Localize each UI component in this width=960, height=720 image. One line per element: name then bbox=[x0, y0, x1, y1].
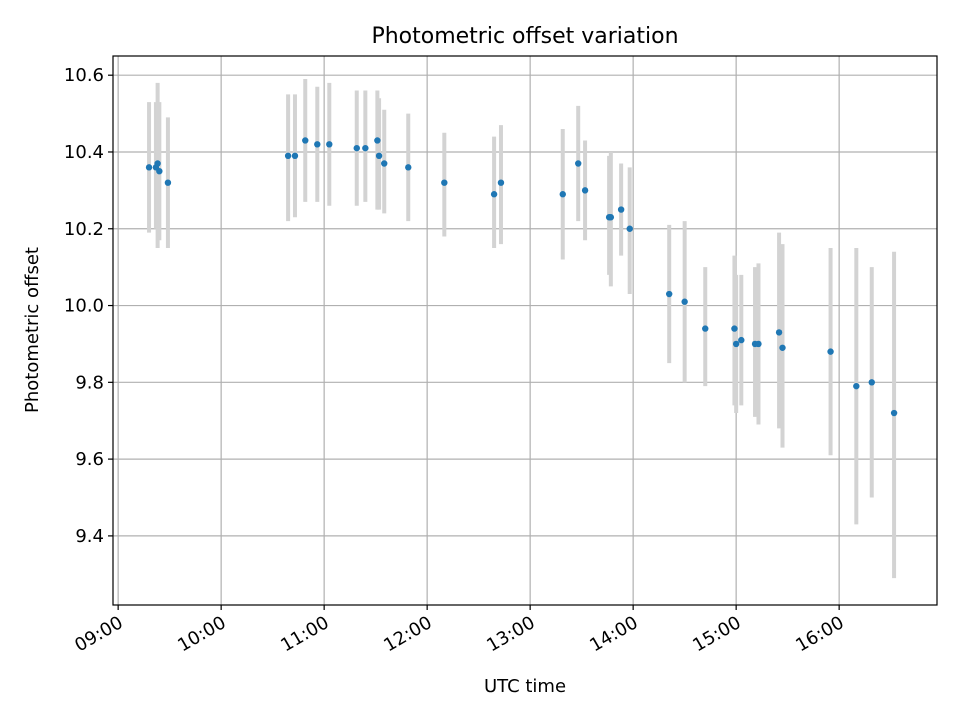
data-point bbox=[154, 160, 161, 167]
data-point bbox=[779, 344, 786, 351]
data-point bbox=[702, 325, 709, 332]
data-point bbox=[145, 164, 153, 171]
x-axis-ticks: 09:00 10:00 11:00 12:00 13:00 14:00 15:00 16:00 bbox=[71, 605, 848, 656]
data-point bbox=[284, 152, 292, 160]
data-point bbox=[581, 187, 589, 194]
data-point bbox=[731, 325, 738, 332]
y-tick-label: 10.0 bbox=[64, 296, 104, 317]
data-point bbox=[156, 167, 163, 175]
data-point bbox=[362, 144, 369, 152]
y-tick-label: 10.2 bbox=[64, 219, 104, 240]
data-point bbox=[374, 137, 381, 144]
data-points bbox=[145, 137, 898, 417]
data-point bbox=[775, 329, 783, 336]
data-point bbox=[164, 179, 172, 186]
data-point bbox=[890, 409, 898, 417]
x-tick-label: 15:00 bbox=[689, 612, 744, 656]
data-point bbox=[607, 214, 615, 221]
data-point bbox=[497, 179, 505, 186]
data-point bbox=[626, 225, 633, 232]
data-point bbox=[375, 152, 383, 160]
data-point bbox=[302, 137, 309, 144]
chart-title: Photometric offset variation bbox=[371, 24, 678, 49]
x-tick-label: 12:00 bbox=[380, 612, 435, 656]
data-point bbox=[868, 379, 875, 386]
y-tick-label: 9.4 bbox=[75, 526, 104, 547]
data-point bbox=[853, 382, 860, 390]
data-point bbox=[559, 191, 566, 198]
y-tick-label: 10.6 bbox=[64, 65, 104, 86]
data-point bbox=[827, 348, 834, 355]
data-point bbox=[326, 141, 333, 148]
data-point bbox=[405, 164, 412, 171]
x-axis-label: UTC time bbox=[484, 676, 566, 697]
y-axis-ticks: 9.4 9.6 9.8 10.0 10.2 10.4 10.6 bbox=[64, 65, 113, 547]
data-point bbox=[381, 160, 388, 167]
data-point bbox=[617, 206, 625, 213]
x-tick-label: 14:00 bbox=[586, 612, 641, 656]
error-bars bbox=[147, 79, 897, 579]
x-tick-label: 09:00 bbox=[71, 612, 126, 656]
data-point bbox=[666, 290, 673, 298]
x-tick-label: 16:00 bbox=[792, 612, 847, 656]
x-tick-label: 11:00 bbox=[277, 612, 332, 656]
data-point bbox=[291, 152, 299, 160]
grid-lines bbox=[113, 56, 937, 605]
x-tick-label: 10:00 bbox=[174, 612, 229, 656]
y-tick-label: 10.4 bbox=[64, 142, 104, 163]
x-tick-label: 13:00 bbox=[483, 612, 538, 656]
data-point bbox=[490, 191, 498, 198]
data-point bbox=[738, 336, 745, 344]
data-point bbox=[755, 340, 762, 348]
y-tick-label: 9.6 bbox=[75, 449, 104, 470]
y-tick-label: 9.8 bbox=[75, 372, 104, 393]
data-point bbox=[441, 179, 448, 186]
data-point bbox=[353, 144, 360, 152]
data-point bbox=[314, 141, 321, 148]
data-point bbox=[732, 340, 740, 348]
data-point bbox=[681, 298, 688, 305]
plot-frame bbox=[112, 55, 938, 606]
y-axis-label: Photometric offset bbox=[22, 247, 43, 413]
data-point bbox=[575, 160, 582, 167]
